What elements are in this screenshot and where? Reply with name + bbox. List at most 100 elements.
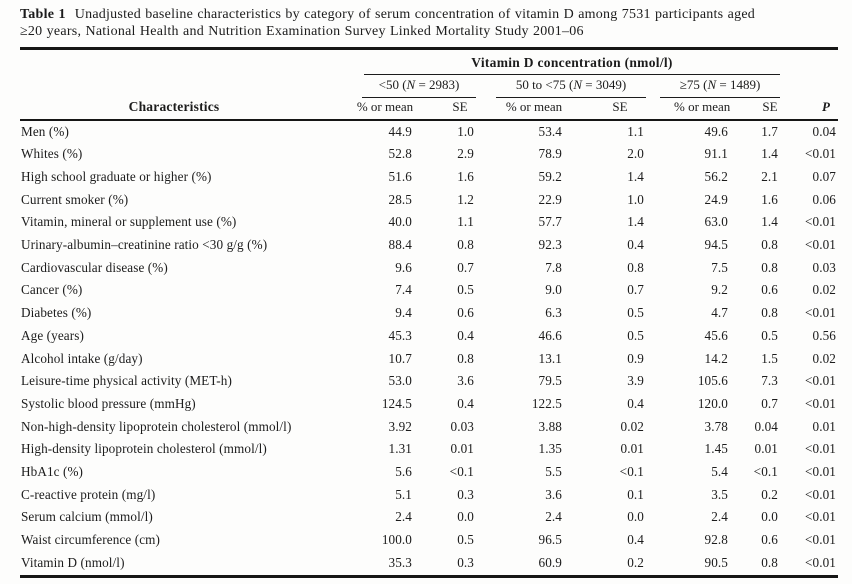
- cell-value-ge75: 105.6: [697, 373, 728, 389]
- cell-value-50to75: 2.4: [545, 509, 562, 525]
- cell-se-ge75: 0.7: [761, 395, 778, 411]
- cell-value-lt50: 88.4: [388, 237, 412, 253]
- cell-value-ge75: 92.8: [704, 532, 728, 548]
- cell-se-lt50: 0.8: [457, 350, 474, 366]
- cell-se-ge75: 0.8: [761, 259, 778, 275]
- cell-se-ge75: 2.1: [761, 168, 778, 184]
- cell-se-lt50: 1.1: [457, 214, 474, 230]
- group-n-count: = 3049): [582, 76, 627, 92]
- group-n-count: = 2983): [415, 76, 460, 92]
- cell-characteristic: Age (years): [21, 327, 84, 343]
- cell-p-value: 0.04: [812, 123, 836, 139]
- cell-p-value: <0.01: [804, 509, 836, 525]
- cell-p-value: <0.01: [804, 486, 836, 502]
- cell-value-ge75: 120.0: [697, 395, 728, 411]
- spacer-cell: [780, 75, 838, 98]
- spacer-cell: [20, 49, 328, 75]
- cell-se-50to75: 1.4: [627, 214, 644, 230]
- group-n-symbol: N: [406, 76, 416, 92]
- column-header-p-value: P: [780, 97, 838, 121]
- cell-value-ge75: 5.4: [711, 464, 728, 480]
- cell-se-50to75: 0.4: [627, 532, 644, 548]
- cell-se-ge75: 7.3: [761, 373, 778, 389]
- table-row: Whites (%) 52.8 2.9 78.9 2.0 91.1 1.4 <0…: [20, 143, 838, 166]
- cell-value-lt50: 9.6: [395, 259, 412, 275]
- group-n-count: = 1489): [716, 76, 761, 92]
- cell-se-lt50: 1.0: [457, 123, 474, 139]
- table-row: Non-high-density lipoprotein cholesterol…: [20, 416, 838, 439]
- cell-value-ge75: 91.1: [704, 146, 728, 162]
- cell-se-ge75: 0.8: [761, 554, 778, 570]
- cell-value-ge75: 49.6: [704, 123, 728, 139]
- cell-value-ge75: 63.0: [704, 214, 728, 230]
- cell-se-lt50: 0.5: [457, 282, 474, 298]
- cell-characteristic: High-density lipoprotein cholesterol (mm…: [21, 441, 267, 457]
- cell-value-50to75: 6.3: [545, 305, 562, 321]
- table-row: Cancer (%) 7.4 0.5 9.0 0.7 9.2 0.6 0.02: [20, 279, 838, 302]
- cell-value-lt50: 51.6: [388, 168, 412, 184]
- cell-value-50to75: 53.4: [538, 123, 562, 139]
- table-row: Current smoker (%) 28.5 1.2 22.9 1.0 24.…: [20, 189, 838, 212]
- cell-value-ge75: 56.2: [704, 168, 728, 184]
- cell-characteristic: HbA1c (%): [21, 464, 84, 480]
- cell-value-ge75: 94.5: [704, 237, 728, 253]
- cell-p-value: <0.01: [804, 214, 836, 230]
- cell-se-50to75: 0.5: [627, 305, 644, 321]
- cell-value-50to75: 79.5: [538, 373, 562, 389]
- cell-value-lt50: 5.6: [395, 464, 412, 480]
- cell-value-50to75: 9.0: [545, 282, 562, 298]
- cell-se-ge75: 0.01: [754, 441, 778, 457]
- cell-value-lt50: 40.0: [388, 214, 412, 230]
- table-row: High school graduate or higher (%) 51.6 …: [20, 166, 838, 189]
- cell-characteristic: Leisure-time physical activity (MET-h): [21, 373, 232, 389]
- cell-se-50to75: 0.1: [627, 486, 644, 502]
- cell-value-lt50: 1.31: [388, 441, 412, 457]
- cell-p-value: <0.01: [804, 395, 836, 411]
- cell-characteristic: Whites (%): [21, 146, 83, 162]
- cell-se-ge75: 0.6: [761, 532, 778, 548]
- group-label-ge75: ≥75 (N = 1489): [660, 77, 780, 98]
- cell-se-ge75: 1.4: [761, 146, 778, 162]
- cell-se-ge75: 1.5: [761, 350, 778, 366]
- span-header-row: Vitamin D concentration (nmol/l): [20, 49, 838, 75]
- table-row: Systolic blood pressure (mmHg) 124.5 0.4…: [20, 393, 838, 416]
- cell-se-lt50: 3.6: [457, 373, 474, 389]
- cell-se-lt50: 0.7: [457, 259, 474, 275]
- column-header-se-lt50: SE: [414, 97, 476, 121]
- cell-value-lt50: 53.0: [388, 373, 412, 389]
- cell-value-lt50: 45.3: [388, 327, 412, 343]
- cell-se-lt50: 1.6: [457, 168, 474, 184]
- cell-value-lt50: 28.5: [388, 191, 412, 207]
- table-row: C-reactive protein (mg/l) 5.1 0.3 3.6 0.…: [20, 484, 838, 507]
- column-header-se-50to75: SE: [564, 97, 646, 121]
- cell-p-value: 0.06: [812, 191, 836, 207]
- table-row: Alcohol intake (g/day) 10.7 0.8 13.1 0.9…: [20, 348, 838, 371]
- cell-se-50to75: 1.4: [627, 168, 644, 184]
- cell-se-lt50: 2.9: [457, 146, 474, 162]
- span-header-label: Vitamin D concentration (nmol/l): [364, 55, 780, 75]
- cell-value-lt50: 124.5: [381, 395, 412, 411]
- cell-characteristic: Diabetes (%): [21, 305, 92, 321]
- cell-se-50to75: 0.4: [627, 395, 644, 411]
- cell-se-ge75: 0.6: [761, 282, 778, 298]
- cell-se-50to75: 0.02: [620, 418, 644, 434]
- column-header-value-50to75: % or mean: [476, 97, 564, 121]
- table-row: Vitamin, mineral or supplement use (%) 4…: [20, 211, 838, 234]
- cell-value-lt50: 10.7: [388, 350, 412, 366]
- cell-characteristic: Urinary-albumin–creatinine ratio <30 g/g…: [21, 237, 268, 253]
- cell-value-ge75: 4.7: [711, 305, 728, 321]
- cell-characteristic: Cardiovascular disease (%): [21, 259, 168, 275]
- cell-p-value: <0.01: [804, 146, 836, 162]
- cell-value-lt50: 100.0: [381, 532, 412, 548]
- cell-characteristic: Alcohol intake (g/day): [21, 350, 143, 366]
- cell-value-ge75: 3.5: [711, 486, 728, 502]
- cell-value-50to75: 57.7: [538, 214, 562, 230]
- cell-se-lt50: <0.1: [449, 464, 474, 480]
- cell-se-50to75: 3.9: [627, 373, 644, 389]
- cell-p-value: <0.01: [804, 237, 836, 253]
- cell-value-ge75: 2.4: [711, 509, 728, 525]
- table-body: Men (%) 44.9 1.0 53.4 1.1 49.6 1.7 0.04 …: [20, 120, 838, 577]
- cell-p-value: 0.02: [812, 350, 836, 366]
- cell-p-value: <0.01: [804, 464, 836, 480]
